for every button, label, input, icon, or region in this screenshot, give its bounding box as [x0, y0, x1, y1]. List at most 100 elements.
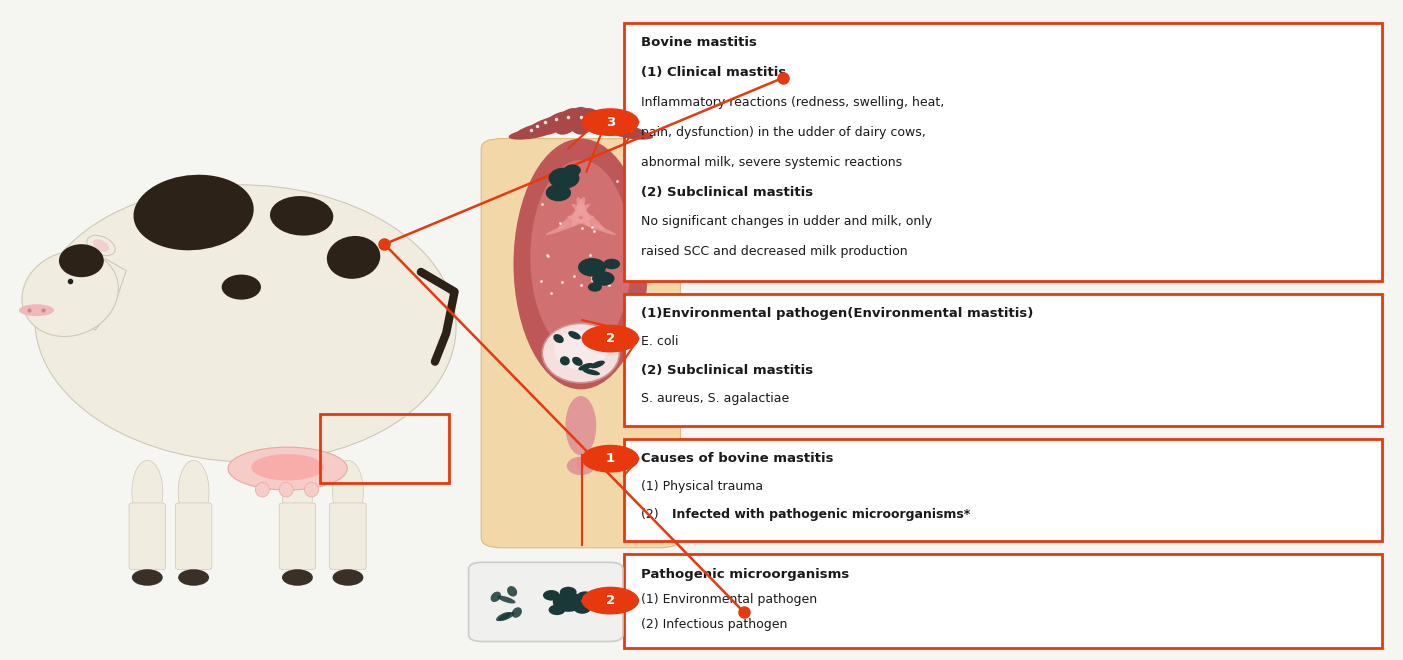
- Text: (1) Physical trauma: (1) Physical trauma: [641, 480, 763, 493]
- Ellipse shape: [572, 357, 582, 366]
- Ellipse shape: [589, 111, 623, 135]
- Ellipse shape: [506, 586, 518, 597]
- Text: (1) Clinical mastitis: (1) Clinical mastitis: [641, 66, 787, 79]
- Ellipse shape: [577, 457, 585, 469]
- Ellipse shape: [497, 612, 511, 621]
- Ellipse shape: [269, 196, 334, 236]
- Ellipse shape: [560, 356, 570, 366]
- Ellipse shape: [279, 482, 293, 497]
- Ellipse shape: [512, 607, 522, 618]
- Text: 3: 3: [606, 115, 615, 129]
- Ellipse shape: [592, 271, 615, 286]
- FancyBboxPatch shape: [624, 439, 1382, 541]
- Text: Inflammatory reactions (redness, swelling, heat,: Inflammatory reactions (redness, swellin…: [641, 96, 944, 109]
- Ellipse shape: [579, 108, 607, 135]
- Ellipse shape: [578, 258, 606, 277]
- Text: 2: 2: [606, 594, 615, 607]
- FancyBboxPatch shape: [624, 23, 1382, 281]
- Ellipse shape: [132, 461, 163, 523]
- Text: (2) Subclinical mastitis: (2) Subclinical mastitis: [641, 185, 814, 199]
- Ellipse shape: [546, 184, 571, 201]
- Ellipse shape: [603, 122, 647, 137]
- Ellipse shape: [546, 216, 595, 235]
- Ellipse shape: [59, 244, 104, 277]
- Text: pain, dysfunction) in the udder of dairy cows,: pain, dysfunction) in the udder of dairy…: [641, 126, 926, 139]
- Ellipse shape: [93, 239, 109, 252]
- Ellipse shape: [251, 454, 324, 480]
- Ellipse shape: [554, 108, 582, 135]
- FancyBboxPatch shape: [330, 503, 366, 570]
- Ellipse shape: [577, 197, 591, 226]
- Ellipse shape: [557, 203, 591, 230]
- Ellipse shape: [255, 482, 269, 497]
- Ellipse shape: [564, 164, 581, 176]
- Ellipse shape: [498, 612, 515, 621]
- FancyBboxPatch shape: [129, 503, 166, 570]
- Ellipse shape: [554, 330, 607, 370]
- Circle shape: [582, 587, 638, 614]
- Text: Pathogenic microorganisms: Pathogenic microorganisms: [641, 568, 849, 581]
- Ellipse shape: [577, 591, 593, 602]
- Text: No significant changes in udder and milk, only: No significant changes in udder and milk…: [641, 215, 933, 228]
- Ellipse shape: [549, 168, 579, 189]
- Ellipse shape: [571, 197, 585, 226]
- Ellipse shape: [513, 139, 648, 389]
- Ellipse shape: [578, 363, 593, 370]
- Text: Infected with pathogenic microorganisms*: Infected with pathogenic microorganisms*: [672, 508, 971, 521]
- Ellipse shape: [333, 461, 363, 523]
- Ellipse shape: [282, 461, 313, 523]
- Ellipse shape: [549, 605, 565, 615]
- Ellipse shape: [543, 590, 560, 601]
- Ellipse shape: [227, 447, 348, 490]
- FancyBboxPatch shape: [624, 294, 1382, 426]
- Ellipse shape: [609, 128, 652, 140]
- Text: (1)Environmental pathogen(Environmental mastitis): (1)Environmental pathogen(Environmental …: [641, 307, 1034, 320]
- Ellipse shape: [20, 304, 55, 316]
- Ellipse shape: [282, 569, 313, 586]
- Ellipse shape: [598, 116, 636, 136]
- Ellipse shape: [582, 369, 600, 376]
- Circle shape: [582, 109, 638, 135]
- Text: E. coli: E. coli: [641, 335, 679, 348]
- Ellipse shape: [553, 592, 584, 612]
- Text: Bovine mastitis: Bovine mastitis: [641, 36, 758, 49]
- Ellipse shape: [568, 331, 581, 339]
- Ellipse shape: [333, 569, 363, 586]
- Text: raised SCC and decreased milk production: raised SCC and decreased milk production: [641, 246, 908, 258]
- Ellipse shape: [498, 596, 515, 603]
- Circle shape: [582, 446, 638, 472]
- FancyBboxPatch shape: [469, 562, 623, 642]
- Ellipse shape: [327, 236, 380, 279]
- Polygon shape: [77, 259, 126, 330]
- Ellipse shape: [539, 111, 572, 135]
- Ellipse shape: [178, 461, 209, 523]
- Ellipse shape: [515, 122, 558, 137]
- Ellipse shape: [553, 334, 564, 343]
- Ellipse shape: [560, 587, 577, 597]
- Ellipse shape: [567, 457, 595, 475]
- Ellipse shape: [35, 185, 456, 462]
- Ellipse shape: [571, 203, 605, 230]
- Text: Causes of bovine mastitis: Causes of bovine mastitis: [641, 452, 833, 465]
- Ellipse shape: [87, 236, 115, 255]
- Text: abnormal milk, severe systemic reactions: abnormal milk, severe systemic reactions: [641, 156, 902, 169]
- Ellipse shape: [222, 275, 261, 300]
- Text: (2): (2): [641, 508, 662, 521]
- Ellipse shape: [565, 396, 596, 455]
- Text: (2) Subclinical mastitis: (2) Subclinical mastitis: [641, 364, 814, 377]
- Ellipse shape: [509, 128, 553, 140]
- FancyBboxPatch shape: [175, 503, 212, 570]
- Ellipse shape: [567, 216, 616, 235]
- Ellipse shape: [542, 323, 620, 383]
- Ellipse shape: [132, 569, 163, 586]
- Circle shape: [582, 325, 638, 352]
- Ellipse shape: [491, 591, 501, 602]
- Text: 1: 1: [606, 452, 615, 465]
- Text: (2) Infectious pathogen: (2) Infectious pathogen: [641, 618, 787, 631]
- Ellipse shape: [304, 482, 318, 497]
- Text: 2: 2: [606, 332, 615, 345]
- FancyBboxPatch shape: [279, 503, 316, 570]
- Text: (1) Environmental pathogen: (1) Environmental pathogen: [641, 593, 818, 606]
- Ellipse shape: [133, 175, 254, 250]
- Ellipse shape: [591, 360, 605, 368]
